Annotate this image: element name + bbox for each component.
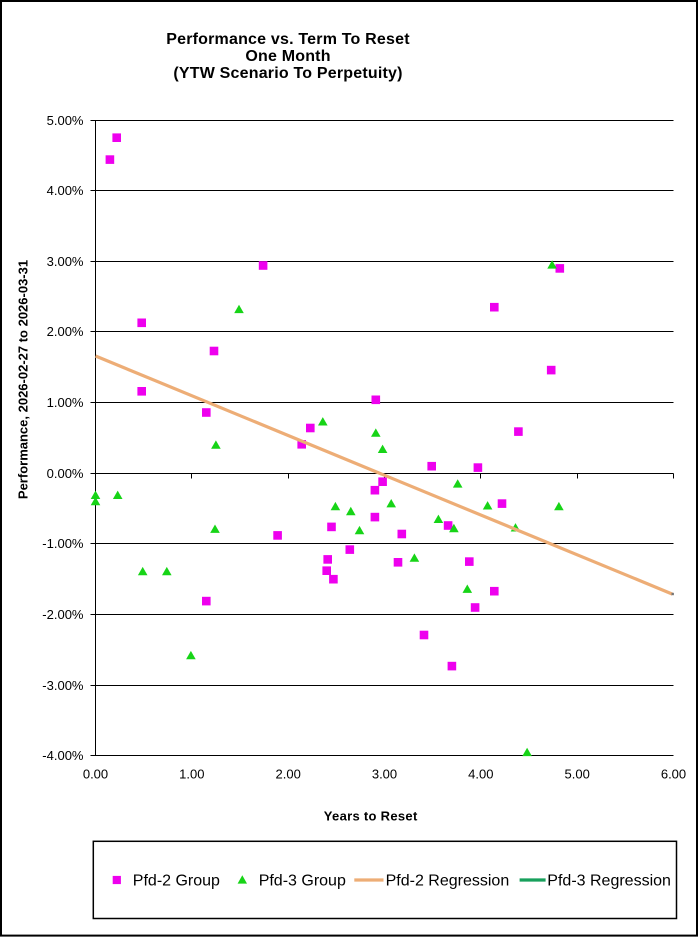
svg-text:One Month: One Month	[245, 48, 330, 65]
svg-text:(YTW Scenario To Perpetuity): (YTW Scenario To Perpetuity)	[173, 65, 402, 82]
svg-text:Performance vs. Term To Reset: Performance vs. Term To Reset	[166, 31, 410, 48]
svg-text:Performance, 2026-02-27 to 202: Performance, 2026-02-27 to 2026-03-31	[16, 260, 31, 499]
svg-text:3.00%: 3.00%	[47, 254, 84, 269]
svg-text:1.00: 1.00	[179, 766, 204, 781]
svg-text:Years to Reset: Years to Reset	[324, 809, 418, 824]
svg-text:4.00%: 4.00%	[47, 183, 84, 198]
svg-text:5.00%: 5.00%	[47, 113, 84, 128]
svg-text:6.00: 6.00	[661, 766, 686, 781]
svg-text:-3.00%: -3.00%	[42, 678, 84, 693]
svg-text:0.00%: 0.00%	[47, 466, 84, 481]
svg-text:2.00: 2.00	[276, 766, 301, 781]
svg-text:3.00: 3.00	[372, 766, 397, 781]
svg-text:2.00%: 2.00%	[47, 324, 84, 339]
svg-text:-1.00%: -1.00%	[42, 536, 84, 551]
svg-text:Pfd-3 Regression: Pfd-3 Regression	[547, 873, 671, 890]
svg-text:Pfd-3 Group: Pfd-3 Group	[259, 873, 346, 890]
svg-text:-2.00%: -2.00%	[42, 607, 84, 622]
svg-text:Pfd-2 Group: Pfd-2 Group	[133, 873, 220, 890]
svg-text:Pfd-2 Regression: Pfd-2 Regression	[386, 873, 510, 890]
svg-text:0.00: 0.00	[83, 766, 108, 781]
svg-text:4.00: 4.00	[468, 766, 493, 781]
svg-text:1.00%: 1.00%	[47, 395, 84, 410]
svg-text:-4.00%: -4.00%	[42, 748, 84, 763]
svg-text:5.00: 5.00	[565, 766, 590, 781]
